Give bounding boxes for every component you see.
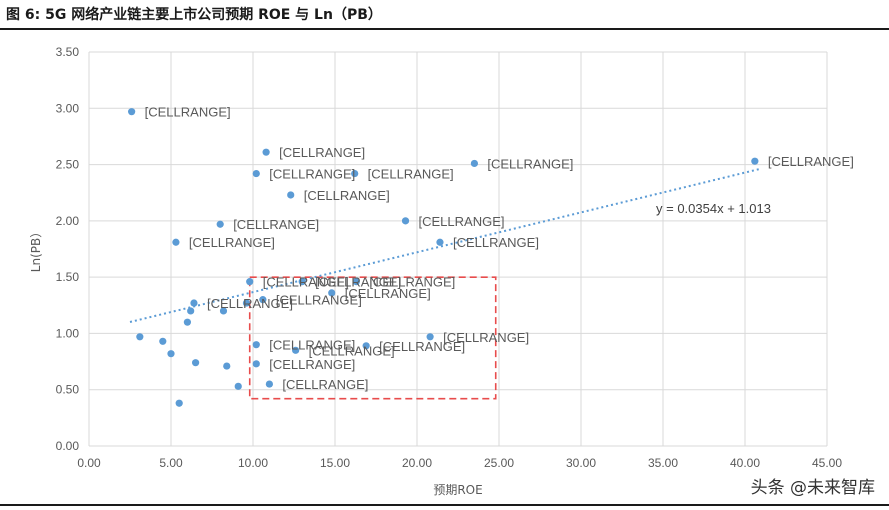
data-label: [CELLRANGE] [368,167,454,182]
data-point [298,278,306,286]
y-tick-label: 2.50 [56,158,80,172]
y-tick-label: 2.00 [56,214,80,228]
data-label: [CELLRANGE] [309,343,395,358]
data-label: [CELLRANGE] [315,275,401,290]
data-point [252,360,260,368]
y-tick-label: 1.00 [56,326,80,340]
title-rule [0,28,889,30]
data-point [167,350,175,358]
data-label: [CELLRANGE] [233,217,319,232]
data-label: [CELLRANGE] [207,296,293,311]
data-point [252,169,260,178]
x-tick-label: 35.00 [648,456,678,470]
x-tick-label: 15.00 [320,456,350,470]
data-point [242,299,251,307]
y-axis-title: Ln(PB） [29,226,43,272]
bottom-rule [0,504,889,506]
data-point [187,307,195,315]
data-label: [CELLRANGE] [369,275,455,290]
data-point [426,333,434,341]
data-label: [CELLRANGE] [263,275,349,290]
y-tick-label: 0.00 [56,439,80,453]
data-point [436,238,444,246]
data-label: [CELLRANGE] [269,338,355,353]
data-point [136,333,144,341]
data-point [328,289,336,297]
data-point [219,307,228,315]
data-point [362,342,370,350]
data-point [262,148,270,156]
data-point [259,296,267,304]
data-point [223,362,231,370]
data-point [192,359,200,367]
data-point [351,169,359,178]
data-point [352,278,360,286]
data-label: [CELLRANGE] [768,154,854,169]
data-label: [CELLRANGE] [269,357,355,372]
highlight-region-box [248,276,497,400]
data-point [401,217,410,225]
y-tick-label: 3.50 [56,45,80,59]
data-label: [CELLRANGE] [304,188,390,203]
data-point [175,399,183,407]
data-label: [CELLRANGE] [145,105,231,120]
x-axis-title: 预期ROE [433,483,482,497]
data-point [216,220,224,228]
x-tick-label: 10.00 [238,456,268,470]
trendline-layer [129,167,762,323]
data-label: [CELLRANGE] [269,167,355,182]
x-tick-label: 40.00 [730,456,760,470]
data-point [190,299,198,307]
data-label: [CELLRANGE] [379,339,465,354]
grid-lines [88,51,828,447]
x-tick-label: 30.00 [566,456,596,470]
data-label: [CELLRANGE] [189,235,275,250]
data-point [172,238,180,246]
data-label: [CELLRANGE] [279,145,365,160]
data-label: [CELLRANGE] [487,156,573,171]
data-label: [CELLRANGE] [345,286,431,301]
data-point [292,346,300,354]
trendline [129,167,762,323]
data-point [751,157,759,165]
x-tick-label: 0.00 [77,456,101,470]
data-point [183,318,191,326]
data-labels: [CELLRANGE][CELLRANGE][CELLRANGE] [CELLRA… [145,105,854,392]
data-point [159,337,167,345]
data-label: [CELLRANGE] [282,377,368,392]
data-label: [CELLRANGE] [419,214,505,229]
data-label: [CELLRANGE] [276,293,362,308]
watermark-text: 头条 @未来智库 [750,478,875,498]
data-point [470,159,478,168]
x-tick-label: 45.00 [812,456,842,470]
data-points [128,108,759,407]
data-label: [CELLRANGE] [443,330,529,345]
y-tick-label: 0.50 [56,383,80,397]
x-tick-label: 20.00 [402,456,432,470]
data-point [246,278,254,286]
trendline-equation: y = 0.0354x + 1.013 [656,201,771,216]
x-tick-label: 5.00 [159,456,183,470]
y-tick-label: 3.00 [56,101,80,115]
highlight-region-layer [248,276,497,400]
data-point [287,191,295,199]
figure-title: 图 6: 5G 网络产业链主要上市公司预期 ROE 与 Ln（PB） [6,7,382,23]
data-point [128,108,136,116]
data-point [234,382,242,390]
x-tick-label: 25.00 [484,456,514,470]
data-point [265,380,273,388]
data-label: [CELLRANGE] [453,235,539,250]
axis-ticks: 0.00 0.50 1.00 1.50 2.00 2.50 3.00 3.50 0.00 5.00… [56,45,843,470]
data-point [252,341,260,349]
y-tick-label: 1.50 [56,270,80,284]
